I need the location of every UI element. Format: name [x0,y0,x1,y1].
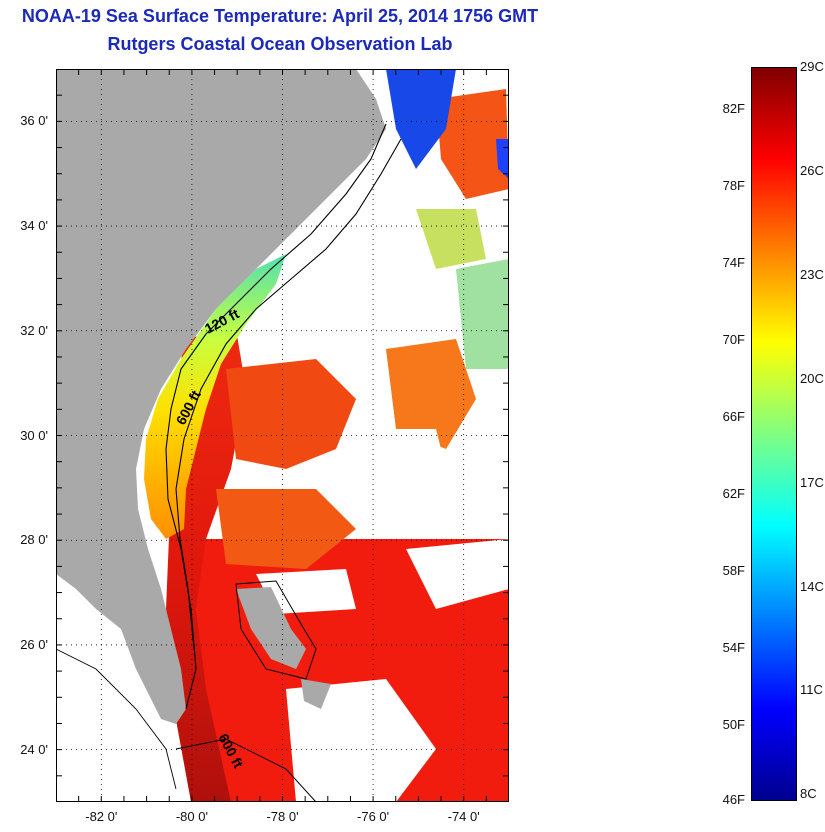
colorbar-scale [751,67,797,801]
bahamas-land [301,679,331,709]
colorbar-celsius-label: 23C [800,266,824,282]
longitude-tick-label: -80 0' [175,809,208,824]
bahamas-land [236,587,306,669]
colorbar-celsius-label: 14C [800,578,824,594]
sst-patch [496,139,509,179]
colorbar-fahrenheit-label: 46F [722,792,745,807]
colorbar-celsius-label: 20C [800,370,824,386]
longitude-tick-label: -74 0' [447,809,480,824]
sst-patch [216,489,356,569]
colorbar-celsius-label: 17C [800,474,824,490]
colorbar [751,67,798,807]
sst-patch [386,69,456,169]
sst-map: 120 ft 600 ft 600 ft [55,68,510,807]
cloud [286,679,436,802]
colorbar-fahrenheit-label: 70F [722,332,745,348]
longitude-tick-label: -82 0' [85,809,118,824]
depth-contour [175,738,317,803]
latitude-tick-label: 28 0' [20,532,48,548]
land-mass [56,69,386,724]
latitude-tick-label: 32 0' [20,322,48,338]
latitude-tick-label: 24 0' [20,741,48,757]
cloud [256,569,356,614]
colorbar-fahrenheit-label: 66F [722,409,745,425]
colorbar-fahrenheit-label: 78F [722,178,745,194]
colorbar-celsius-label: 26C [800,162,824,178]
colorbar-fahrenheit-label: 58F [722,563,745,579]
depth-contour [235,580,317,680]
colorbar-celsius-label: 29C [800,59,824,74]
colorbar-fahrenheit-label: 54F [722,640,745,656]
map-subtitle: Rutgers Coastal Ocean Observation Lab [107,34,453,54]
colorbar-fahrenheit-label: 82F [722,101,745,117]
colorbar-celsius-label: 11C [800,682,823,698]
sst-patch [226,359,356,469]
latitude-tick-label: 34 0' [20,218,48,234]
latitude-tick-label: 30 0' [20,427,48,443]
colorbar-fahrenheit-label: 50F [722,717,745,733]
latitude-tick-label: 26 0' [20,636,48,652]
longitude-tick-label: -76 0' [357,809,390,824]
sst-patch [436,89,509,199]
cloud [336,429,456,539]
latitude-tick-label: 36 0' [20,113,48,129]
cloud [406,539,509,609]
colorbar-celsius-label: 8C [800,786,817,802]
sst-patch [386,339,476,449]
map-title: NOAA-19 Sea Surface Temperature: April 2… [21,6,539,26]
sst-map-canvas: 120 ft 600 ft 600 ft [55,68,510,803]
sst-patch [416,209,486,269]
depth-contour [175,138,402,650]
colorbar-fahrenheit-label: 74F [722,255,745,271]
depth-contour [55,648,177,790]
longitude-tick-label: -78 0' [266,809,299,824]
colorbar-fahrenheit-label: 62F [722,486,745,502]
sst-patch [456,259,509,369]
